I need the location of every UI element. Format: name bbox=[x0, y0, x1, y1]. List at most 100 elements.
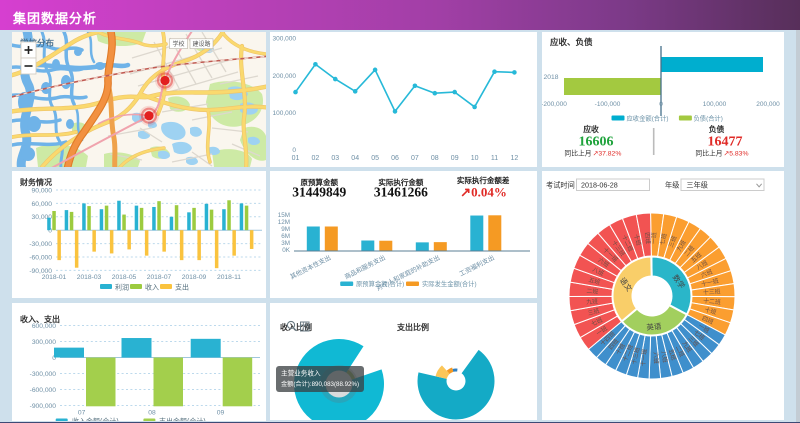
svg-text:主营业务收入: 主营业务收入 bbox=[281, 369, 321, 378]
svg-text:支出比例: 支出比例 bbox=[396, 322, 429, 332]
svg-text:十班: 十班 bbox=[632, 233, 643, 247]
svg-text:实际执行金额: 实际执行金额 bbox=[378, 177, 423, 187]
svg-text:收入、支出: 收入、支出 bbox=[20, 314, 60, 324]
svg-text:6M: 6M bbox=[281, 233, 290, 240]
svg-text:金额(合计):890,083(88.92%): 金额(合计):890,083(88.92%) bbox=[281, 380, 359, 388]
svg-text:负债(合计): 负债(合计) bbox=[694, 113, 723, 122]
svg-text:收入比例: 收入比例 bbox=[280, 322, 312, 332]
svg-text:十三班: 十三班 bbox=[703, 287, 721, 296]
svg-text:-900,000: -900,000 bbox=[30, 403, 57, 410]
svg-text:12M: 12M bbox=[278, 219, 290, 226]
svg-text:建设路: 建设路 bbox=[192, 40, 210, 48]
svg-text:-30,000: -30,000 bbox=[29, 241, 52, 248]
svg-text:实际执行金额差: 实际执行金额差 bbox=[457, 175, 510, 185]
svg-text:0: 0 bbox=[48, 228, 52, 235]
svg-text:原预算金额(合计): 原预算金额(合计) bbox=[356, 279, 404, 288]
svg-text:200,000: 200,000 bbox=[756, 101, 780, 108]
svg-text:05: 05 bbox=[371, 155, 379, 162]
svg-text:300,000: 300,000 bbox=[273, 36, 297, 43]
svg-text:10: 10 bbox=[471, 155, 479, 162]
svg-text:0: 0 bbox=[292, 147, 296, 154]
svg-text:支出金额(合计): 支出金额(合计) bbox=[159, 416, 206, 421]
svg-text:应收: 应收 bbox=[583, 124, 599, 134]
svg-text:学校: 学校 bbox=[172, 40, 184, 48]
svg-text:90,000: 90,000 bbox=[32, 187, 53, 194]
svg-text:31449849: 31449849 bbox=[292, 185, 346, 200]
svg-text:15M: 15M bbox=[278, 212, 290, 219]
svg-text:0: 0 bbox=[659, 101, 663, 108]
svg-text:06: 06 bbox=[391, 155, 399, 162]
svg-text:60,000: 60,000 bbox=[32, 201, 53, 208]
svg-text:年级: 年级 bbox=[665, 181, 679, 190]
svg-text:三班: 三班 bbox=[667, 235, 679, 249]
svg-text:-100,000: -100,000 bbox=[595, 101, 621, 108]
svg-text:-300,000: -300,000 bbox=[30, 371, 57, 378]
svg-text:100,000: 100,000 bbox=[273, 110, 297, 117]
svg-text:其他资本性支出: 其他资本性支出 bbox=[288, 253, 332, 281]
svg-text:12: 12 bbox=[511, 155, 519, 162]
svg-text:-600,000: -600,000 bbox=[30, 387, 57, 394]
svg-text:16477: 16477 bbox=[708, 135, 743, 150]
svg-text:11: 11 bbox=[491, 155, 498, 162]
svg-text:2018-05: 2018-05 bbox=[112, 274, 137, 281]
svg-text:07: 07 bbox=[411, 155, 419, 162]
svg-text:十一班: 十一班 bbox=[639, 348, 649, 367]
svg-text:09: 09 bbox=[217, 410, 225, 417]
svg-text:2018-07: 2018-07 bbox=[147, 274, 172, 281]
svg-text:↗5.83%: ↗5.83% bbox=[724, 151, 749, 158]
svg-text:0: 0 bbox=[52, 355, 56, 362]
svg-text:01: 01 bbox=[292, 155, 300, 162]
svg-text:财务情况: 财务情况 bbox=[19, 177, 52, 187]
svg-text:五班: 五班 bbox=[588, 276, 602, 287]
svg-text:一班: 一班 bbox=[649, 232, 658, 244]
svg-text:同比上月: 同比上月 bbox=[695, 149, 722, 158]
svg-text:六班: 六班 bbox=[652, 352, 660, 364]
svg-text:四班: 四班 bbox=[643, 232, 652, 245]
svg-text:200,000: 200,000 bbox=[273, 73, 297, 80]
svg-text:十班: 十班 bbox=[704, 306, 717, 317]
svg-text:应收、负债: 应收、负债 bbox=[550, 37, 593, 47]
svg-text:英语: 英语 bbox=[646, 321, 662, 332]
svg-text:100,000: 100,000 bbox=[703, 101, 727, 108]
svg-text:二班: 二班 bbox=[586, 287, 599, 296]
svg-text:300,000: 300,000 bbox=[32, 339, 56, 346]
svg-text:应收金额(合计): 应收金额(合计) bbox=[627, 113, 669, 122]
svg-text:08: 08 bbox=[148, 410, 156, 417]
svg-text:0K: 0K bbox=[282, 247, 291, 254]
svg-text:↗0.04%: ↗0.04% bbox=[460, 185, 507, 200]
svg-text:3M: 3M bbox=[281, 240, 290, 247]
svg-text:2018-03: 2018-03 bbox=[77, 274, 102, 281]
svg-text:2018-11: 2018-11 bbox=[217, 274, 241, 281]
svg-text:九班: 九班 bbox=[586, 297, 599, 306]
svg-text:↗37.82%: ↗37.82% bbox=[593, 151, 622, 158]
svg-text:利润: 利润 bbox=[115, 283, 129, 292]
svg-text:同比上月: 同比上月 bbox=[564, 149, 591, 158]
svg-text:2018-09: 2018-09 bbox=[182, 274, 207, 281]
svg-text:-60,000: -60,000 bbox=[29, 254, 52, 261]
svg-text:9M: 9M bbox=[281, 226, 290, 233]
svg-text:支出: 支出 bbox=[175, 283, 189, 292]
svg-text:30,000: 30,000 bbox=[32, 214, 53, 221]
svg-text:十一班: 十一班 bbox=[700, 277, 719, 289]
svg-text:收入: 收入 bbox=[145, 283, 159, 292]
svg-text:-200,000: -200,000 bbox=[542, 101, 567, 108]
svg-text:2018-06-28: 2018-06-28 bbox=[581, 181, 618, 190]
svg-text:五班: 五班 bbox=[667, 348, 678, 362]
svg-text:七班: 七班 bbox=[658, 232, 668, 245]
svg-text:考试时间: 考试时间 bbox=[546, 181, 575, 190]
svg-text:负债: 负债 bbox=[709, 124, 725, 134]
svg-text:原预算金额: 原预算金额 bbox=[301, 177, 339, 187]
svg-text:八班: 八班 bbox=[659, 350, 669, 363]
svg-text:三班: 三班 bbox=[587, 306, 601, 317]
svg-text:07: 07 bbox=[78, 410, 86, 417]
svg-text:02: 02 bbox=[312, 155, 320, 162]
svg-text:09: 09 bbox=[451, 155, 459, 162]
svg-text:工资福利支出: 工资福利支出 bbox=[457, 253, 495, 278]
svg-text:2018-01: 2018-01 bbox=[42, 274, 67, 281]
svg-text:31461266: 31461266 bbox=[374, 185, 428, 200]
svg-text:08: 08 bbox=[431, 155, 439, 162]
svg-text:商品和服务支出: 商品和服务支出 bbox=[343, 253, 387, 281]
svg-text:04: 04 bbox=[351, 155, 359, 162]
svg-text:实际发生金额(合计): 实际发生金额(合计) bbox=[422, 279, 477, 288]
